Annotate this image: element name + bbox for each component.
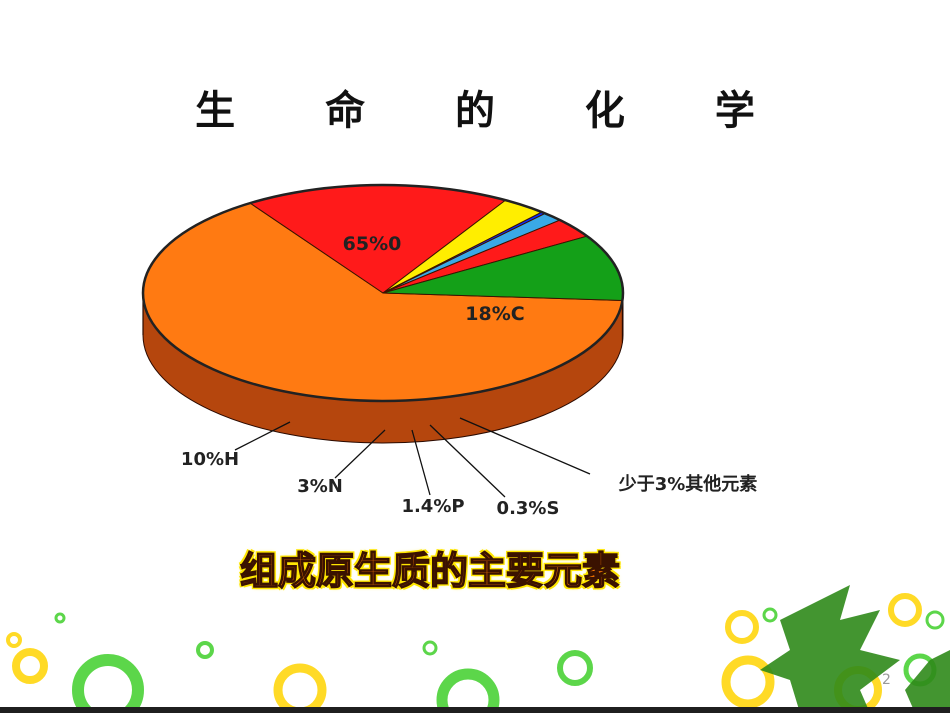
decor-ring-0 — [12, 648, 48, 684]
decor-ring-4 — [196, 641, 214, 659]
slice-label-3: 0.3%S — [497, 498, 560, 519]
decor-ring-12 — [888, 593, 922, 627]
decor-ring-2 — [6, 632, 22, 648]
decor-ring-1 — [72, 654, 144, 713]
slice-label-2: 少于3%其他元素 — [618, 473, 758, 495]
pie-labels: 65%0 18%C 少于3%其他元素 0.3%S 1.4%P 3%N 10%H — [181, 233, 757, 519]
leader-line-6 — [234, 421, 291, 451]
decor-ring-11 — [721, 655, 775, 709]
slice-label-6: 10%H — [181, 449, 239, 470]
slice-label-5: 3%N — [297, 476, 343, 497]
decor-leaf-0 — [760, 585, 900, 713]
slice-label-4: 1.4%P — [401, 496, 464, 517]
pie-rim — [141, 183, 625, 403]
decor-ring-9 — [725, 610, 759, 644]
decor-ring-3 — [54, 612, 66, 624]
pie-top — [141, 183, 625, 403]
slice-label-1: 18%C — [465, 303, 524, 325]
decor-ring-8 — [557, 650, 593, 686]
leader-line-5 — [334, 429, 386, 479]
decor-ring-10 — [762, 607, 778, 623]
slice-label-0: 65%0 — [343, 233, 402, 255]
decor-leaf-1 — [905, 650, 950, 713]
slide-title: 生 命 的 化 学 — [195, 88, 793, 134]
bottom-border — [0, 707, 950, 713]
decor-ring-13 — [925, 610, 945, 630]
decor-ring-5 — [273, 663, 327, 713]
leader-line-4 — [411, 429, 431, 496]
leader-line-3 — [429, 424, 506, 498]
decor-ring-6 — [422, 640, 438, 656]
page-number: 2 — [882, 672, 891, 688]
decorative-background — [6, 585, 950, 713]
leader-line-2 — [459, 417, 591, 475]
chart-caption: 组成原生质的主要元素 — [239, 548, 620, 593]
decor-ring-7 — [436, 668, 500, 713]
